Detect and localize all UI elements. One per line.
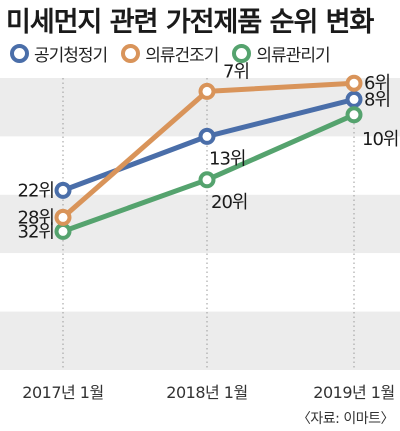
data-point (54, 222, 72, 240)
data-point (198, 127, 216, 145)
data-label: 13위 (209, 148, 245, 169)
legend-marker-air-purifier (10, 43, 29, 63)
x-tick-label: 2018년 1월 (166, 383, 247, 402)
data-label: 22위 (18, 180, 54, 201)
data-point (54, 181, 72, 199)
x-tick-label: 2017년 1월 (22, 383, 103, 402)
data-label: 7위 (223, 61, 249, 82)
data-label: 20위 (211, 192, 247, 213)
legend-item-air-purifier: 공기청정기 (10, 41, 108, 66)
grid-band (0, 253, 400, 312)
legend-marker-clothes-dryer (121, 43, 141, 63)
series-points (54, 74, 363, 240)
legend-item-clothes-care: 의류관리기 (232, 41, 331, 66)
legend-marker-clothes-care (232, 43, 252, 63)
source-note: 〈자료: 이마트〉 (296, 411, 395, 427)
legend-label-clothes-care: 의류관리기 (256, 45, 330, 66)
data-point (198, 82, 216, 100)
data-point (345, 74, 363, 92)
grid-vertical-lines (62, 78, 355, 370)
data-label: 10위 (362, 129, 398, 150)
data-label: 8위 (364, 89, 390, 110)
x-tick-label: 2019년 1월 (313, 383, 394, 402)
data-label: 28위 (18, 207, 54, 228)
chart-title: 미세먼지 관련 가전제품 순위 변화 (6, 7, 374, 38)
grid-band (0, 311, 400, 370)
legend-item-clothes-dryer: 의류건조기 (121, 41, 219, 66)
data-label: 6위 (364, 73, 390, 94)
legend-label-clothes-dryer: 의류건조기 (145, 45, 219, 66)
legend-label-air-purifier: 공기청정기 (34, 45, 108, 66)
data-label: 32위 (18, 221, 54, 242)
data-point (345, 90, 363, 108)
data-point (198, 171, 216, 189)
data-point (345, 106, 363, 124)
legend: 공기청정기 의류건조기 의류관리기 (10, 40, 344, 66)
x-axis-labels: 2017년 1월 2018년 1월 2019년 1월 (22, 383, 395, 402)
data-point (54, 208, 72, 226)
data-labels: 22위 13위 8위 28위 7위 6위 32위 20위 10위 (18, 61, 400, 242)
